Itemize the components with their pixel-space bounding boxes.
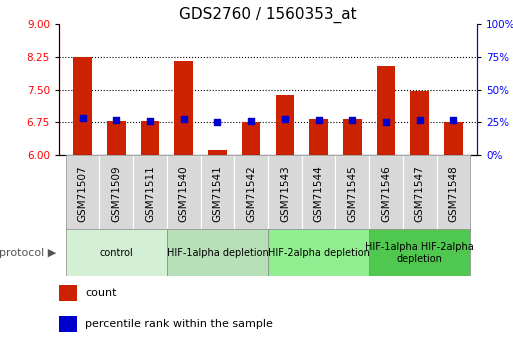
Point [348, 118, 357, 123]
Point [416, 117, 424, 122]
Text: HIF-1alpha HIF-2alpha
depletion: HIF-1alpha HIF-2alpha depletion [365, 242, 474, 264]
Text: HIF-1alpha depletion: HIF-1alpha depletion [167, 248, 268, 258]
Bar [100, 155, 133, 231]
Bar [59, 285, 76, 301]
Bar [369, 229, 470, 276]
Bar [208, 150, 227, 155]
Bar [73, 57, 92, 155]
Text: count: count [85, 288, 117, 298]
Bar [234, 155, 268, 231]
Point [78, 115, 87, 121]
Title: GDS2760 / 1560353_at: GDS2760 / 1560353_at [179, 7, 357, 23]
Bar [174, 61, 193, 155]
Bar [268, 155, 302, 231]
Text: GSM71541: GSM71541 [212, 165, 223, 221]
Point [112, 118, 121, 123]
Bar [444, 122, 463, 155]
Text: GSM71545: GSM71545 [347, 165, 358, 221]
Text: GSM71544: GSM71544 [313, 165, 324, 221]
Bar [107, 121, 126, 155]
Bar [133, 155, 167, 231]
Text: percentile rank within the sample: percentile rank within the sample [85, 319, 273, 329]
Point [314, 118, 323, 123]
Bar [410, 91, 429, 155]
Text: HIF-2alpha depletion: HIF-2alpha depletion [268, 248, 369, 258]
Text: GSM71546: GSM71546 [381, 165, 391, 221]
Point [213, 120, 222, 125]
Point [247, 118, 255, 124]
Bar [343, 119, 362, 155]
Bar [167, 229, 268, 276]
Bar [403, 155, 437, 231]
Bar [59, 316, 76, 332]
Point [146, 118, 154, 124]
Bar [66, 155, 100, 231]
Point [382, 119, 390, 125]
Bar [268, 229, 369, 276]
Bar [201, 155, 234, 231]
Bar [302, 155, 336, 231]
Point [281, 117, 289, 122]
Text: GSM71507: GSM71507 [77, 165, 88, 221]
Bar [309, 119, 328, 155]
Text: GSM71511: GSM71511 [145, 165, 155, 221]
Text: GSM71509: GSM71509 [111, 165, 121, 221]
Bar [141, 121, 160, 155]
Text: GSM71542: GSM71542 [246, 165, 256, 221]
Bar [377, 66, 396, 155]
Text: GSM71548: GSM71548 [448, 165, 459, 221]
Point [449, 118, 458, 123]
Bar [66, 229, 167, 276]
Text: protocol ▶: protocol ▶ [0, 248, 56, 258]
Bar [336, 155, 369, 231]
Bar [369, 155, 403, 231]
Text: GSM71540: GSM71540 [179, 165, 189, 221]
Bar [275, 95, 294, 155]
Point [180, 116, 188, 122]
Text: GSM71543: GSM71543 [280, 165, 290, 221]
Bar [167, 155, 201, 231]
Bar [242, 122, 261, 155]
Bar [437, 155, 470, 231]
Text: control: control [100, 248, 133, 258]
Text: GSM71547: GSM71547 [415, 165, 425, 221]
